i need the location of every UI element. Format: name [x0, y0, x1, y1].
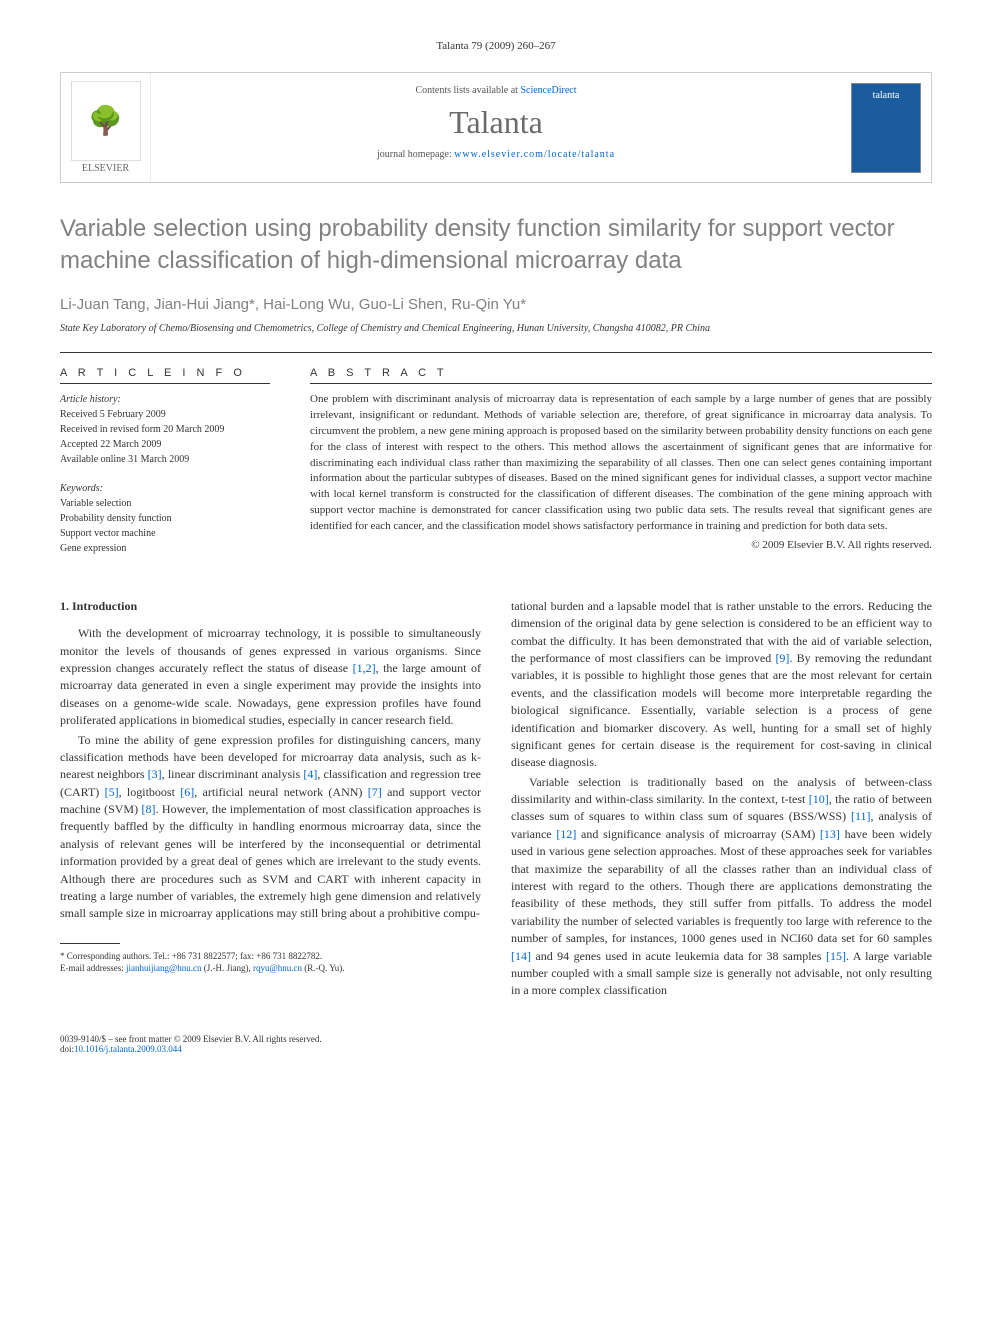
received-date: Received 5 February 2009 [60, 407, 270, 422]
journal-homepage-link[interactable]: www.elsevier.com/locate/talanta [454, 149, 615, 160]
publisher-name: ELSEVIER [82, 163, 129, 174]
ref-13[interactable]: [13] [820, 827, 840, 841]
footer-left: 0039-9140/$ – see front matter © 2009 El… [60, 1034, 322, 1054]
revised-date: Received in revised form 20 March 2009 [60, 422, 270, 437]
keyword-3: Support vector machine [60, 526, 270, 541]
history-label: Article history: [60, 392, 270, 407]
issn-line: 0039-9140/$ – see front matter © 2009 El… [60, 1034, 322, 1044]
contents-line: Contents lists available at ScienceDirec… [163, 85, 829, 96]
page-footer: 0039-9140/$ – see front matter © 2009 El… [60, 1026, 932, 1054]
homepage-prefix: journal homepage: [377, 149, 454, 160]
footnote-separator [60, 943, 120, 944]
ref-11[interactable]: [11] [851, 809, 871, 823]
page-header-citation: Talanta 79 (2009) 260–267 [60, 40, 932, 52]
ref-9[interactable]: [9] [775, 651, 789, 665]
abstract-copyright: © 2009 Elsevier B.V. All rights reserved… [310, 539, 932, 551]
ref-4[interactable]: [4] [303, 767, 317, 781]
ref-7[interactable]: [7] [368, 785, 382, 799]
body-column-right: tational burden and a lapsable model tha… [511, 598, 932, 1002]
info-abstract-row: A R T I C L E I N F O Article history: R… [60, 352, 932, 570]
online-date: Available online 31 March 2009 [60, 452, 270, 467]
journal-banner: 🌳 ELSEVIER Contents lists available at S… [60, 72, 932, 183]
section-1-heading: 1. Introduction [60, 598, 481, 615]
keyword-2: Probability density function [60, 511, 270, 526]
journal-cover-cell: talanta [841, 73, 931, 182]
ref-15[interactable]: [15] [826, 949, 846, 963]
corresponding-tel: * Corresponding authors. Tel.: +86 731 8… [60, 950, 481, 963]
corresponding-emails: E-mail addresses: jianhuijiang@hnu.cn (J… [60, 962, 481, 975]
corresponding-author-footnote: * Corresponding authors. Tel.: +86 731 8… [60, 950, 481, 975]
ref-1-2[interactable]: [1,2] [353, 661, 376, 675]
keyword-1: Variable selection [60, 496, 270, 511]
ref-3[interactable]: [3] [148, 767, 162, 781]
intro-para-1: With the development of microarray techn… [60, 625, 481, 729]
journal-cover-thumbnail: talanta [851, 83, 921, 173]
intro-para-2: To mine the ability of gene expression p… [60, 732, 481, 923]
email-link-2[interactable]: rqyu@hnu.cn [253, 963, 302, 973]
keyword-4: Gene expression [60, 541, 270, 556]
ref-8[interactable]: [8] [142, 802, 156, 816]
body-columns: 1. Introduction With the development of … [60, 598, 932, 1002]
author-list: Li-Juan Tang, Jian-Hui Jiang*, Hai-Long … [60, 296, 932, 313]
doi-link[interactable]: 10.1016/j.talanta.2009.03.044 [74, 1044, 182, 1054]
intro-para-3: Variable selection is traditionally base… [511, 774, 932, 1000]
ref-10[interactable]: [10] [809, 792, 829, 806]
contents-prefix: Contents lists available at [415, 85, 520, 96]
ref-5[interactable]: [5] [105, 785, 119, 799]
body-column-left: 1. Introduction With the development of … [60, 598, 481, 1002]
abstract-text: One problem with discriminant analysis o… [310, 392, 932, 535]
article-info-column: A R T I C L E I N F O Article history: R… [60, 367, 270, 570]
email-link-1[interactable]: jianhuijiang@hnu.cn [126, 963, 202, 973]
banner-center: Contents lists available at ScienceDirec… [151, 73, 841, 182]
publisher-logo-cell: 🌳 ELSEVIER [61, 73, 151, 182]
keywords-block: Keywords: Variable selection Probability… [60, 481, 270, 556]
article-history-block: Article history: Received 5 February 200… [60, 392, 270, 467]
ref-14[interactable]: [14] [511, 949, 531, 963]
doi-line: doi:10.1016/j.talanta.2009.03.044 [60, 1044, 322, 1054]
abstract-heading: A B S T R A C T [310, 367, 932, 384]
ref-6[interactable]: [6] [180, 785, 194, 799]
article-info-heading: A R T I C L E I N F O [60, 367, 270, 384]
elsevier-logo: 🌳 [71, 81, 141, 161]
sciencedirect-link[interactable]: ScienceDirect [520, 85, 576, 96]
article-title: Variable selection using probability den… [60, 213, 932, 278]
homepage-line: journal homepage: www.elsevier.com/locat… [163, 149, 829, 160]
intro-para-2-cont: tational burden and a lapsable model tha… [511, 598, 932, 772]
elsevier-tree-icon: 🌳 [88, 104, 123, 138]
affiliation: State Key Laboratory of Chemo/Biosensing… [60, 323, 932, 334]
abstract-column: A B S T R A C T One problem with discrim… [310, 367, 932, 570]
accepted-date: Accepted 22 March 2009 [60, 437, 270, 452]
ref-12[interactable]: [12] [556, 827, 576, 841]
journal-name: Talanta [163, 104, 829, 141]
keywords-label: Keywords: [60, 481, 270, 496]
